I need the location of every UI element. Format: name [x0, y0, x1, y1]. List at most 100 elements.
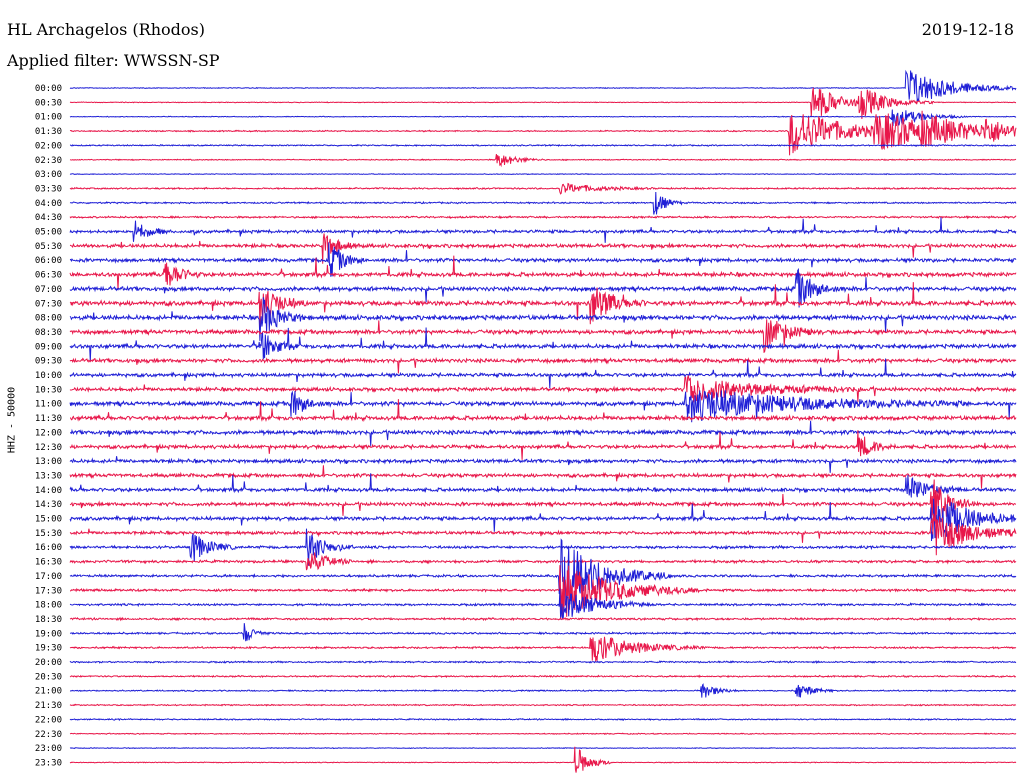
trace-line	[69, 746, 1017, 773]
trace-line	[69, 182, 1017, 195]
time-label: 01:30	[35, 127, 62, 137]
time-label: 00:00	[35, 84, 62, 94]
trace-line	[69, 143, 1017, 147]
time-label: 14:00	[35, 486, 62, 496]
time-label: 03:00	[35, 170, 62, 180]
time-label: 06:00	[35, 256, 62, 266]
time-label: 17:00	[35, 572, 62, 582]
trace-line	[69, 69, 1017, 102]
trace-line	[69, 479, 1016, 524]
time-label: 18:00	[35, 601, 62, 611]
trace-line	[69, 390, 1017, 423]
time-label: 21:30	[35, 701, 62, 711]
time-label: 01:00	[35, 113, 62, 123]
trace-group	[69, 69, 1017, 773]
time-label: 11:00	[35, 400, 62, 410]
trace-line	[69, 87, 1017, 120]
time-label: 15:00	[35, 515, 62, 525]
trace-line	[69, 358, 1017, 389]
trace-line	[69, 233, 1017, 264]
time-label: 22:30	[35, 730, 62, 740]
trace-line	[69, 327, 1017, 362]
time-label: 19:30	[35, 644, 62, 654]
time-label: 00:30	[35, 98, 62, 108]
trace-line	[69, 456, 1017, 473]
time-label: 08:30	[35, 328, 62, 338]
trace-line	[69, 297, 1017, 341]
time-label: 04:30	[35, 213, 62, 223]
time-label: 11:30	[35, 414, 62, 424]
time-label: 13:00	[35, 457, 62, 467]
time-label: 23:30	[35, 758, 62, 768]
time-label: 22:00	[35, 715, 62, 725]
trace-line	[70, 399, 1017, 423]
trace-line	[69, 172, 1017, 176]
time-label: 04:00	[35, 199, 62, 209]
trace-line	[69, 154, 1017, 168]
trace-line	[69, 512, 1017, 556]
trace-line	[69, 660, 1017, 664]
trace-line	[70, 565, 1017, 618]
time-label: 20:00	[35, 658, 62, 668]
time-label: 06:30	[35, 271, 62, 281]
time-label: 16:30	[35, 558, 62, 568]
time-label: 07:30	[35, 299, 62, 309]
trace-line	[69, 110, 1017, 156]
trace-line	[69, 191, 1017, 215]
time-label: 09:00	[35, 342, 62, 352]
trace-line	[69, 538, 1017, 609]
trace-line	[69, 465, 1017, 489]
time-label: 05:00	[35, 228, 62, 238]
time-label: 19:00	[35, 629, 62, 639]
time-label: 14:30	[35, 500, 62, 510]
time-label: 02:30	[35, 156, 62, 166]
trace-line	[69, 375, 1017, 403]
trace-line	[69, 109, 1017, 127]
time-label: 16:00	[35, 543, 62, 553]
time-label: 23:00	[35, 744, 62, 754]
station-title: HL Archagelos (Rhodos)	[7, 20, 205, 39]
time-label: 03:30	[35, 184, 62, 194]
trace-line	[69, 747, 1016, 750]
trace-line	[69, 214, 1017, 220]
trace-line	[69, 349, 1017, 374]
trace-line	[69, 255, 1017, 290]
time-label: 13:30	[35, 471, 62, 481]
trace-line	[69, 588, 1017, 620]
time-label: 09:30	[35, 357, 62, 367]
time-label: 10:30	[35, 385, 62, 395]
time-label: 18:30	[35, 615, 62, 625]
time-label: 15:30	[35, 529, 62, 539]
trace-line	[69, 473, 1017, 498]
time-label: 12:30	[35, 443, 62, 453]
trace-line	[69, 636, 1017, 662]
trace-line	[69, 717, 1017, 722]
time-label: 02:00	[35, 141, 62, 151]
trace-line	[69, 282, 1017, 329]
time-label: 07:00	[35, 285, 62, 295]
trace-line	[69, 319, 1017, 353]
trace-line	[69, 683, 1017, 698]
trace-line	[69, 217, 1017, 243]
trace-line	[69, 616, 1016, 622]
time-label: 12:00	[35, 428, 62, 438]
time-label: 21:00	[35, 687, 62, 697]
time-label: 17:30	[35, 586, 62, 596]
trace-line	[69, 528, 1017, 566]
date-label: 2019-12-18	[921, 20, 1014, 39]
time-label: 20:30	[35, 672, 62, 682]
trace-line	[69, 498, 1017, 542]
time-label: 10:00	[35, 371, 62, 381]
filter-label: Applied filter: WWSSN-SP	[7, 51, 220, 70]
trace-line	[69, 623, 1017, 642]
time-label: 08:00	[35, 314, 62, 324]
trace-line	[69, 242, 1017, 277]
trace-line	[69, 267, 1017, 308]
trace-line	[69, 703, 1017, 707]
trace-line	[69, 732, 1017, 736]
time-label-group: 00:00 00:30 01:00 01:30 02:00 02:30 03:00 03:30…	[35, 84, 62, 768]
time-label: 05:30	[35, 242, 62, 252]
trace-line	[69, 552, 1017, 571]
trace-line	[69, 430, 1017, 460]
